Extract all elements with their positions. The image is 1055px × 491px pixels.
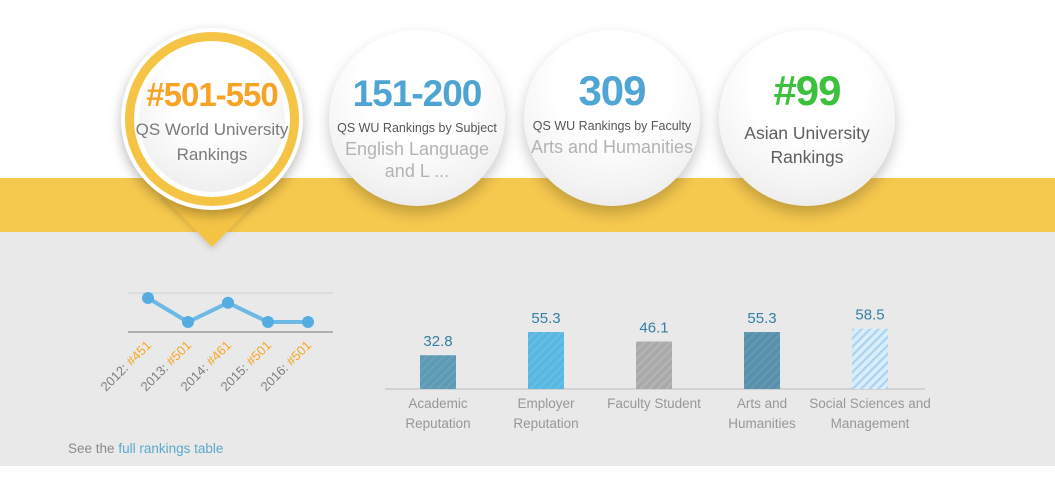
bar-category-label: Reputation bbox=[513, 416, 578, 431]
badge-title: Arts and Humanities bbox=[530, 137, 694, 157]
bar-value-label: 55.3 bbox=[747, 310, 776, 327]
bar-category-label: Humanities bbox=[728, 416, 796, 431]
bar-category-label: Reputation bbox=[405, 416, 470, 431]
badge-inner-circle bbox=[139, 46, 285, 192]
badge-title: Asian University Rankings bbox=[744, 123, 870, 167]
badge-rankings-by-subject[interactable]: 151-200 QS WU Rankings by Subject Englis… bbox=[329, 30, 505, 206]
full-rankings-table-link[interactable]: full rankings table bbox=[118, 441, 224, 456]
badge-category: QS WU Rankings by Faculty bbox=[532, 119, 692, 133]
bar-value-label: 55.3 bbox=[531, 310, 560, 327]
rank-point-2013[interactable] bbox=[182, 316, 194, 328]
badge-qs-world-university-rankings[interactable]: #501-550 QS World University Rankings bbox=[121, 28, 303, 210]
bar-employer-reputation[interactable] bbox=[528, 332, 564, 389]
badge-rankings-by-faculty[interactable]: 309 QS WU Rankings by Faculty Arts and H… bbox=[524, 30, 700, 206]
rank-point-2012[interactable] bbox=[142, 292, 154, 304]
badge-category: QS WU Rankings by Subject bbox=[337, 121, 497, 135]
bar-category-label: Social Sciences and bbox=[809, 396, 931, 411]
footer-prefix: See the bbox=[68, 441, 115, 456]
badge-rank-value: 151-200 bbox=[352, 73, 483, 114]
badge-asian-university-rankings[interactable]: #99 Asian University Rankings bbox=[719, 30, 895, 206]
bar-category-label: Academic bbox=[408, 396, 468, 411]
bar-category-label: Management bbox=[831, 416, 910, 431]
bar-value-label: 58.5 bbox=[855, 307, 884, 324]
bar-social-sciences-and-management[interactable] bbox=[852, 328, 888, 389]
rank-point-2016[interactable] bbox=[302, 316, 314, 328]
bar-value-label: 46.1 bbox=[639, 320, 668, 337]
badge-rank-value: #99 bbox=[773, 67, 841, 114]
badge-title: English Language and L ... bbox=[344, 139, 490, 181]
indicator-scores-bar-chart: 32.8 Academic Reputation 55.3 Employer Reputa… bbox=[385, 307, 931, 431]
bar-academic-reputation[interactable] bbox=[420, 355, 456, 389]
bar-category-label: Faculty Student bbox=[607, 396, 701, 411]
bar-faculty-student[interactable] bbox=[636, 341, 672, 389]
badge-title: QS World University Rankings bbox=[135, 120, 289, 164]
bar-category-label: Arts and bbox=[737, 396, 787, 411]
bar-value-label: 32.8 bbox=[423, 333, 452, 350]
bar-arts-and-humanities[interactable] bbox=[744, 332, 780, 389]
rank-point-2015[interactable] bbox=[262, 316, 274, 328]
footer-note: See the full rankings table bbox=[68, 441, 223, 456]
badge-highlight-ring bbox=[125, 32, 299, 206]
rank-point-2014[interactable] bbox=[222, 296, 234, 309]
badge-rank-value: #501-550 bbox=[146, 76, 278, 113]
badge-rank-value: 309 bbox=[578, 67, 646, 114]
bar-category-label: Employer bbox=[517, 396, 575, 411]
